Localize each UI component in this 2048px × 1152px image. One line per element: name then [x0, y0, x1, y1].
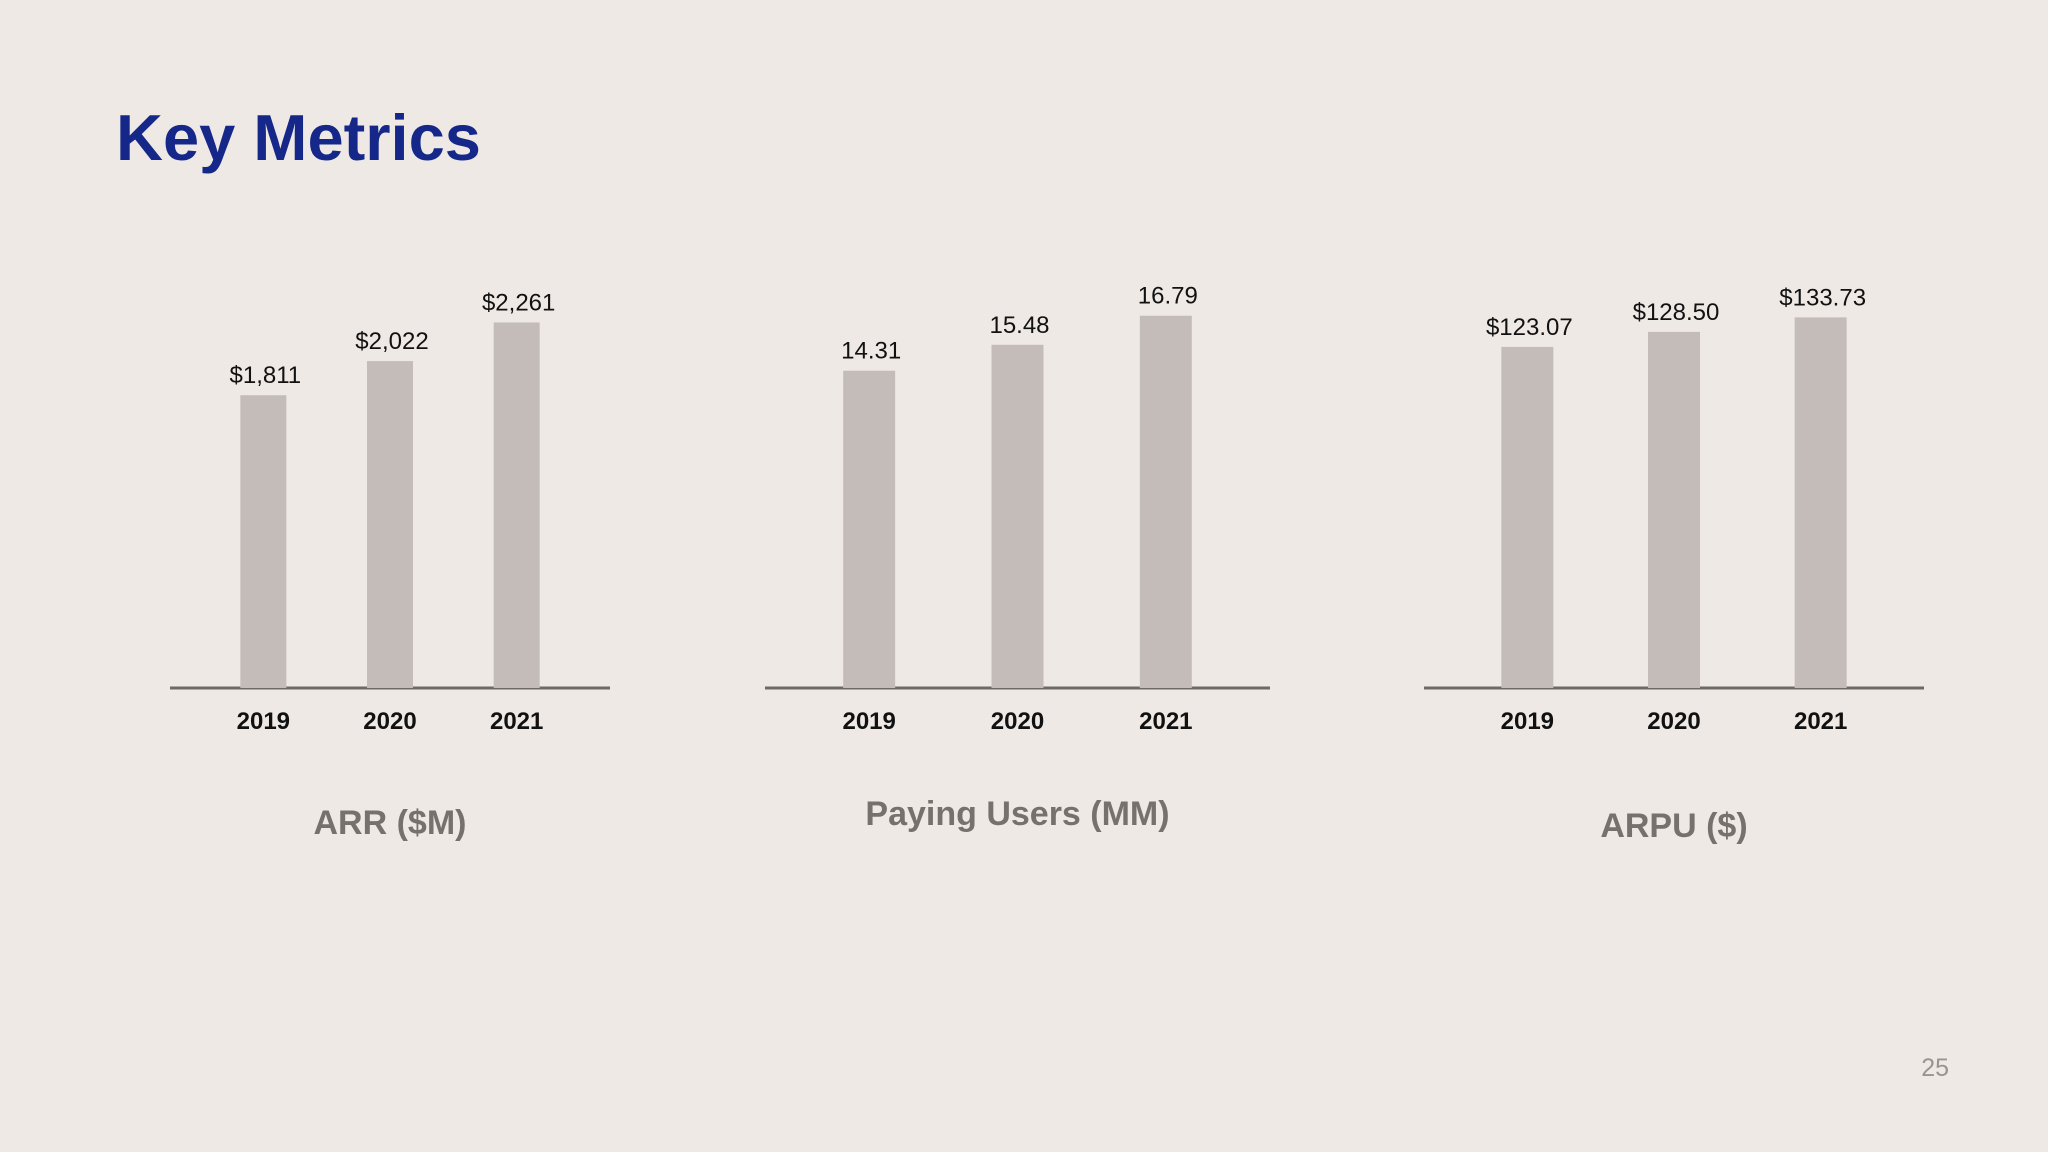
x-tick-label-2019: 2019: [1501, 708, 1554, 735]
bar-2021: [1794, 317, 1847, 688]
x-tick-label-2020: 2020: [991, 708, 1044, 735]
data-label-2020: $128.50: [1633, 299, 1720, 326]
x-tick-label-2021: 2021: [490, 708, 543, 735]
paying-users-chart: 14.31 2019 15.48 2020 16.79 2021 Paying Users…: [765, 0, 1270, 1152]
arr-chart-plot: $1,811 2019 $2,022 2020 $2,261 2021: [170, 289, 610, 735]
data-label-2021: 16.79: [1138, 283, 1198, 310]
bar-2020: [991, 344, 1044, 688]
bar-2020: [367, 361, 413, 688]
data-label-2019: $123.07: [1486, 314, 1573, 341]
arr-chart-title: ARR ($M): [313, 804, 467, 842]
arr-chart: $1,811 2019 $2,022 2020 $2,261 2021 ARR ($M): [170, 0, 610, 1152]
data-label-2019: 14.31: [841, 338, 901, 365]
x-tick-label-2019: 2019: [842, 708, 895, 735]
bar-2019: [1501, 346, 1554, 688]
paying-users-chart-title: Paying Users (MM): [865, 795, 1170, 833]
arpu-chart-title: ARPU ($): [1600, 807, 1748, 845]
data-label-2019: $1,811: [230, 362, 302, 389]
bar-2019: [240, 395, 287, 688]
bar-2021: [1139, 315, 1192, 688]
data-label-2020: 15.48: [989, 312, 1049, 339]
page-number: 25: [1921, 1054, 1949, 1082]
data-label-2020: $2,022: [355, 328, 428, 355]
bar-2020: [1648, 331, 1700, 688]
data-label-2021: $133.73: [1779, 284, 1866, 311]
bar-2019: [843, 370, 896, 688]
arpu-chart: $123.07 2019 $128.50 2020 $133.73 2021 ARPU (…: [1424, 0, 1924, 1152]
paying-users-chart-plot: 14.31 2019 15.48 2020 16.79 2021: [765, 283, 1270, 735]
arpu-chart-plot: $123.07 2019 $128.50 2020 $133.73 2021: [1424, 284, 1924, 735]
x-tick-label-2020: 2020: [363, 708, 416, 735]
x-tick-label-2019: 2019: [237, 708, 290, 735]
x-tick-label-2021: 2021: [1794, 708, 1847, 735]
x-tick-label-2020: 2020: [1647, 708, 1700, 735]
bar-2021: [493, 322, 540, 688]
data-label-2021: $2,261: [482, 289, 555, 316]
x-tick-label-2021: 2021: [1139, 708, 1192, 735]
page-title: Key Metrics: [116, 101, 481, 174]
